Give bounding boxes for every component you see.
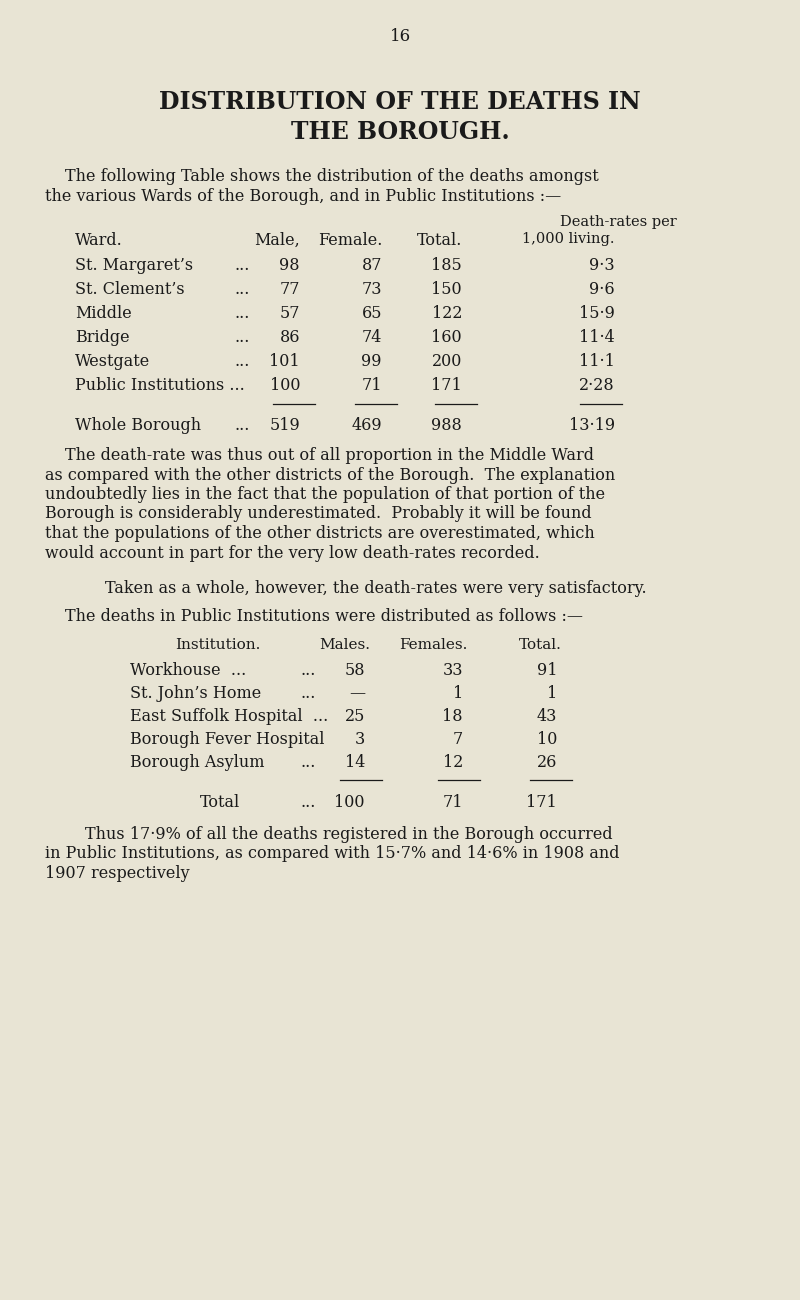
Text: as compared with the other districts of the Borough.  The explanation: as compared with the other districts of … xyxy=(45,467,615,484)
Text: 71: 71 xyxy=(362,377,382,394)
Text: 99: 99 xyxy=(362,354,382,370)
Text: 160: 160 xyxy=(431,329,462,346)
Text: ...: ... xyxy=(300,754,315,771)
Text: 18: 18 xyxy=(442,708,463,725)
Text: 3: 3 xyxy=(354,731,365,747)
Text: ...: ... xyxy=(235,306,250,322)
Text: Workhouse  ...: Workhouse ... xyxy=(130,662,246,679)
Text: 9·6: 9·6 xyxy=(590,281,615,298)
Text: would account in part for the very low death-rates recorded.: would account in part for the very low d… xyxy=(45,545,540,562)
Text: Female.: Female. xyxy=(318,231,382,250)
Text: 33: 33 xyxy=(442,662,463,679)
Text: Total: Total xyxy=(200,794,240,811)
Text: 101: 101 xyxy=(270,354,300,370)
Text: 519: 519 xyxy=(270,417,300,434)
Text: 86: 86 xyxy=(279,329,300,346)
Text: 74: 74 xyxy=(362,329,382,346)
Text: St. Margaret’s: St. Margaret’s xyxy=(75,257,193,274)
Text: 26: 26 xyxy=(537,754,557,771)
Text: ...: ... xyxy=(300,685,315,702)
Text: Borough Fever Hospital: Borough Fever Hospital xyxy=(130,731,325,747)
Text: 12: 12 xyxy=(442,754,463,771)
Text: 25: 25 xyxy=(345,708,365,725)
Text: The deaths in Public Institutions were distributed as follows :—: The deaths in Public Institutions were d… xyxy=(65,608,583,625)
Text: 11·4: 11·4 xyxy=(579,329,615,346)
Text: ...: ... xyxy=(235,257,250,274)
Text: 1: 1 xyxy=(453,685,463,702)
Text: the various Wards of the Borough, and in Public Institutions :—: the various Wards of the Borough, and in… xyxy=(45,188,562,205)
Text: 9·3: 9·3 xyxy=(590,257,615,274)
Text: Total.: Total. xyxy=(519,638,562,653)
Text: The following Table shows the distribution of the deaths amongst: The following Table shows the distributi… xyxy=(65,168,598,185)
Text: 171: 171 xyxy=(431,377,462,394)
Text: 150: 150 xyxy=(431,281,462,298)
Text: Whole Borough: Whole Borough xyxy=(75,417,201,434)
Text: Institution.: Institution. xyxy=(175,638,260,653)
Text: 91: 91 xyxy=(537,662,557,679)
Text: 43: 43 xyxy=(537,708,557,725)
Text: 13·19: 13·19 xyxy=(569,417,615,434)
Text: Borough is considerably underestimated.  Probably it will be found: Borough is considerably underestimated. … xyxy=(45,506,592,523)
Text: 1,000 living.: 1,000 living. xyxy=(522,231,615,246)
Text: DISTRIBUTION OF THE DEATHS IN: DISTRIBUTION OF THE DEATHS IN xyxy=(159,90,641,114)
Text: Thus 17·9% of all the deaths registered in the Borough occurred: Thus 17·9% of all the deaths registered … xyxy=(85,826,613,842)
Text: 171: 171 xyxy=(526,794,557,811)
Text: ...: ... xyxy=(300,794,315,811)
Text: 122: 122 xyxy=(431,306,462,322)
Text: 7: 7 xyxy=(453,731,463,747)
Text: —: — xyxy=(349,685,365,702)
Text: The death-rate was thus out of all proportion in the Middle Ward: The death-rate was thus out of all propo… xyxy=(65,447,594,464)
Text: 65: 65 xyxy=(362,306,382,322)
Text: 71: 71 xyxy=(442,794,463,811)
Text: THE BOROUGH.: THE BOROUGH. xyxy=(290,120,510,144)
Text: 469: 469 xyxy=(351,417,382,434)
Text: Death-rates per: Death-rates per xyxy=(560,214,677,229)
Text: that the populations of the other districts are overestimated, which: that the populations of the other distri… xyxy=(45,525,594,542)
Text: 15·9: 15·9 xyxy=(579,306,615,322)
Text: Females.: Females. xyxy=(400,638,468,653)
Text: 100: 100 xyxy=(334,794,365,811)
Text: 11·1: 11·1 xyxy=(579,354,615,370)
Text: 58: 58 xyxy=(345,662,365,679)
Text: Bridge: Bridge xyxy=(75,329,130,346)
Text: 73: 73 xyxy=(362,281,382,298)
Text: East Suffolk Hospital  ...: East Suffolk Hospital ... xyxy=(130,708,328,725)
Text: ...: ... xyxy=(235,417,250,434)
Text: 14: 14 xyxy=(345,754,365,771)
Text: 988: 988 xyxy=(431,417,462,434)
Text: 1907 respectively: 1907 respectively xyxy=(45,864,190,881)
Text: ...: ... xyxy=(235,354,250,370)
Text: 98: 98 xyxy=(279,257,300,274)
Text: Borough Asylum: Borough Asylum xyxy=(130,754,265,771)
Text: 16: 16 xyxy=(390,29,410,46)
Text: Public Institutions ...: Public Institutions ... xyxy=(75,377,245,394)
Text: Taken as a whole, however, the death-rates were very satisfactory.: Taken as a whole, however, the death-rat… xyxy=(105,580,646,597)
Text: 10: 10 xyxy=(537,731,557,747)
Text: ...: ... xyxy=(235,281,250,298)
Text: undoubtedly lies in the fact that the population of that portion of the: undoubtedly lies in the fact that the po… xyxy=(45,486,605,503)
Text: 87: 87 xyxy=(362,257,382,274)
Text: St. John’s Home: St. John’s Home xyxy=(130,685,262,702)
Text: 57: 57 xyxy=(279,306,300,322)
Text: Males.: Males. xyxy=(319,638,370,653)
Text: ...: ... xyxy=(235,329,250,346)
Text: Ward.: Ward. xyxy=(75,231,122,250)
Text: 1: 1 xyxy=(546,685,557,702)
Text: ...: ... xyxy=(300,662,315,679)
Text: Westgate: Westgate xyxy=(75,354,150,370)
Text: 2·28: 2·28 xyxy=(579,377,615,394)
Text: in Public Institutions, as compared with 15·7% and 14·6% in 1908 and: in Public Institutions, as compared with… xyxy=(45,845,619,862)
Text: Total.: Total. xyxy=(417,231,462,250)
Text: 185: 185 xyxy=(431,257,462,274)
Text: St. Clement’s: St. Clement’s xyxy=(75,281,185,298)
Text: 77: 77 xyxy=(279,281,300,298)
Text: 100: 100 xyxy=(270,377,300,394)
Text: 200: 200 xyxy=(432,354,462,370)
Text: Male,: Male, xyxy=(254,231,300,250)
Text: Middle: Middle xyxy=(75,306,132,322)
